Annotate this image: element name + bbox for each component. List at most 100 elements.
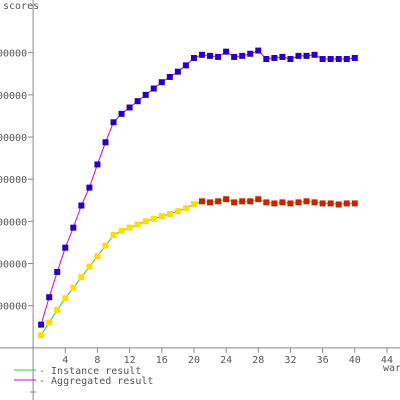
legend: - Instance result - Aggregated result <box>14 366 153 387</box>
x-tick-label-8: 8 <box>94 355 100 366</box>
series-1-point-11 <box>118 110 125 117</box>
series-0-point-37 <box>327 200 334 207</box>
series-1-point-19 <box>182 62 189 69</box>
series-0-point-15 <box>150 215 157 222</box>
series-0-point-30 <box>271 200 278 207</box>
series-1-point-27 <box>247 50 254 57</box>
series-1-point-17 <box>166 73 173 80</box>
series-0-point-24 <box>223 196 230 203</box>
y-tick-label-200000: 200000 <box>0 302 27 313</box>
series-1-point-14 <box>142 91 149 98</box>
series-0-point-8 <box>94 253 101 260</box>
series-1-point-31 <box>279 53 286 60</box>
y-tick-label-800000: 800000 <box>0 175 27 186</box>
x-tick-label-24: 24 <box>220 355 232 366</box>
series-line-0 <box>40 198 355 336</box>
x-tick-label-40: 40 <box>349 355 361 366</box>
series-0-point-13 <box>134 221 141 228</box>
series-0-point-39 <box>343 200 350 207</box>
series-0-point-19 <box>182 205 189 212</box>
series-0-point-40 <box>351 200 358 207</box>
series-1-point-8 <box>94 161 101 168</box>
x-tick-label-20: 20 <box>188 355 200 366</box>
series-1-point-24 <box>223 48 230 55</box>
series-1-point-9 <box>102 139 109 146</box>
series-1-point-38 <box>335 56 342 63</box>
series-0-point-33 <box>295 199 302 206</box>
series-1-point-20 <box>190 54 197 61</box>
series-0-point-36 <box>319 200 326 207</box>
series-1-point-3 <box>54 268 61 275</box>
series-0-point-25 <box>231 199 238 206</box>
y-axis-label: scores <box>3 1 39 12</box>
series-0-point-17 <box>166 210 173 217</box>
series-0-point-2 <box>46 319 53 326</box>
series-0-point-23 <box>215 198 222 205</box>
series-1-point-1 <box>38 321 45 328</box>
series-0-point-38 <box>335 201 342 208</box>
series-markers <box>38 47 358 339</box>
series-0-point-31 <box>279 199 286 206</box>
series-0-point-6 <box>78 274 85 281</box>
x-tick-label-36: 36 <box>317 355 329 366</box>
series-1-point-25 <box>231 53 238 60</box>
series-0-point-9 <box>102 242 109 249</box>
series-0-point-26 <box>239 198 246 205</box>
series-1-point-35 <box>311 51 318 58</box>
series-1-point-29 <box>263 56 270 63</box>
series-0-point-1 <box>38 332 45 339</box>
x-tick-label-12: 12 <box>124 355 136 366</box>
series-line-1 <box>40 50 355 325</box>
series-1-point-15 <box>150 85 157 92</box>
series-1-point-23 <box>215 53 222 60</box>
series-0-point-35 <box>311 199 318 206</box>
x-tick-label-16: 16 <box>156 355 168 366</box>
series-1-point-30 <box>271 54 278 61</box>
series-1-point-10 <box>110 119 117 126</box>
series-1-point-7 <box>86 184 93 191</box>
series-1-point-18 <box>174 68 181 75</box>
series-0-point-21 <box>198 198 205 205</box>
series-1-point-21 <box>198 51 205 58</box>
series-1-point-16 <box>158 79 165 86</box>
series-0-point-20 <box>190 201 197 208</box>
series-0-point-12 <box>126 224 133 231</box>
series-0-point-28 <box>255 196 262 203</box>
series-1-point-39 <box>343 56 350 63</box>
series-0-point-27 <box>247 198 254 205</box>
series-1-point-13 <box>134 98 141 105</box>
series-1-point-36 <box>319 56 326 63</box>
series-lines <box>40 50 355 336</box>
legend-aggregated-label: - Aggregated result <box>39 376 153 387</box>
series-0-point-10 <box>110 232 117 239</box>
series-0-point-22 <box>207 199 214 206</box>
y-tick-label-1000000: 1000000 <box>0 133 27 144</box>
series-0-point-7 <box>86 263 93 270</box>
series-1-point-6 <box>78 202 85 209</box>
series-1-point-12 <box>126 104 133 111</box>
series-0-point-16 <box>158 213 165 220</box>
series-1-point-34 <box>303 52 310 59</box>
series-0-point-4 <box>62 295 69 302</box>
legend-instance-label: - Instance result <box>39 366 141 377</box>
x-tick-label-32: 32 <box>284 355 296 366</box>
series-1-point-26 <box>239 52 246 59</box>
series-1-point-32 <box>287 56 294 63</box>
series-1-point-28 <box>255 47 262 54</box>
series-0-point-32 <box>287 200 294 207</box>
series-1-point-37 <box>327 56 334 63</box>
series-0-point-29 <box>263 199 270 206</box>
series-1-point-22 <box>207 52 214 59</box>
series-0-point-3 <box>54 306 61 313</box>
series-0-point-14 <box>142 218 149 225</box>
y-tick-label-1200000: 1200000 <box>0 91 27 102</box>
series-0-point-5 <box>70 284 77 291</box>
series-1-point-40 <box>351 54 358 61</box>
series-0-point-11 <box>118 227 125 234</box>
y-tick-label-600000: 600000 <box>0 217 27 228</box>
x-tick-label-4: 4 <box>62 355 68 366</box>
series-0-point-18 <box>174 208 181 215</box>
